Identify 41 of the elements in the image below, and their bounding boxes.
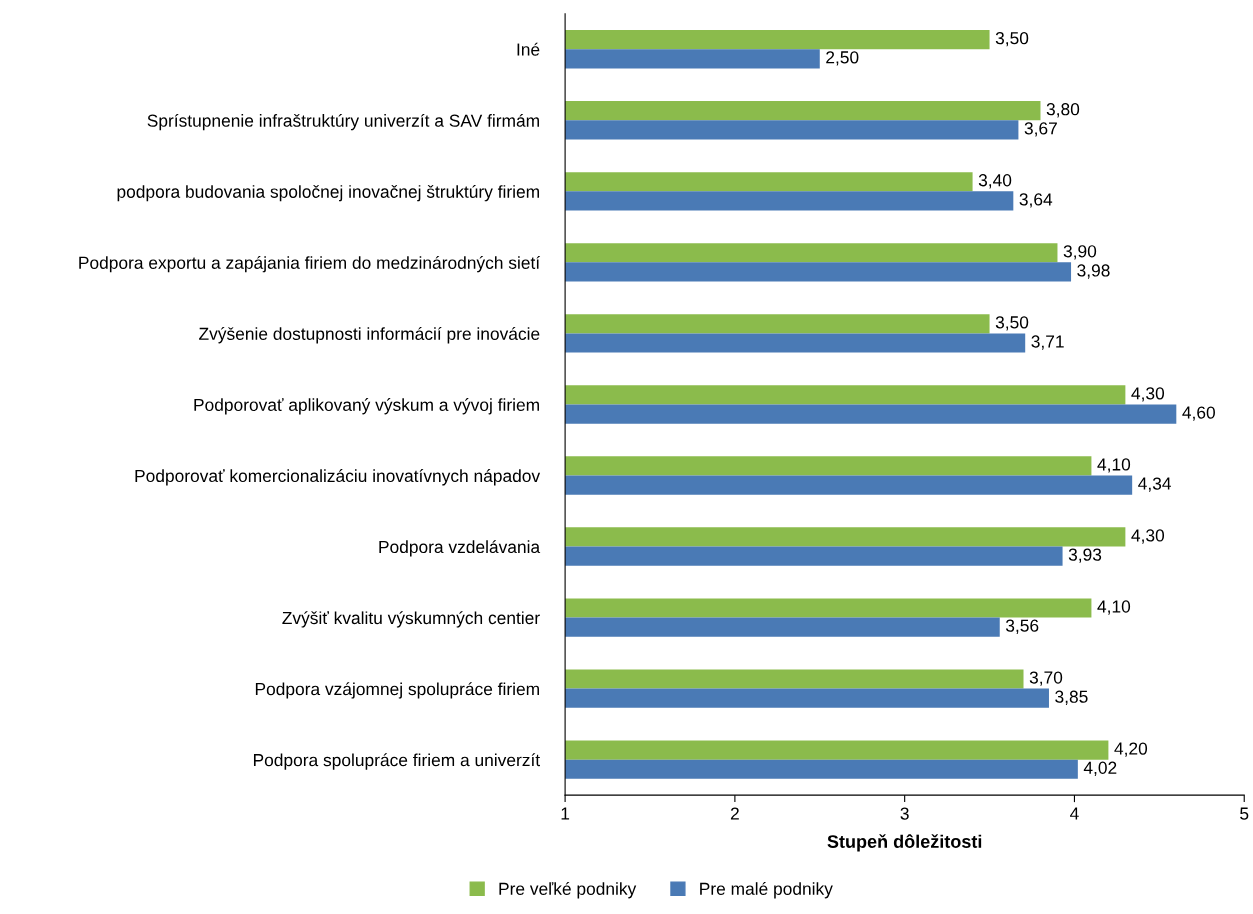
data-label: 3,93	[1068, 548, 1102, 563]
data-label: 4,20	[1114, 742, 1148, 757]
data-label: 4,02	[1083, 761, 1117, 776]
x-tick-label: 2	[730, 807, 739, 820]
y-tick-label: Iné	[517, 42, 540, 56]
data-label: 3,64	[1019, 193, 1053, 208]
y-tick-label: Podpora spolupráce firiem a univerzít	[253, 753, 540, 770]
x-tick-label: 5	[1240, 807, 1249, 820]
legend-label: Pre veľké podniky	[499, 881, 637, 899]
data-label: 3,50	[995, 32, 1029, 47]
y-tick-label: Podporovať komercionalizáciu inovatívnych nápadov	[135, 469, 541, 486]
x-tick-label: 4	[1070, 807, 1079, 820]
y-tick-label: Podporovať aplikovaný výskum a vývoj firiem	[194, 398, 539, 415]
data-label: 4,30	[1131, 529, 1165, 544]
data-label: 4,60	[1182, 406, 1215, 421]
data-label: 3,85	[1055, 690, 1088, 705]
x-tick-label: 1	[561, 807, 570, 820]
data-label: 3,80	[1046, 103, 1080, 118]
y-tick-label: Sprístupnenie infraštruktúry univerzít a SAV firmám	[147, 113, 539, 131]
data-label: 3,50	[995, 316, 1029, 331]
data-label: 3,71	[1031, 335, 1064, 350]
legend-label: Pre malé podniky	[700, 881, 833, 899]
y-tick-label: Zvýšenie dostupnosti informácií pre inovácie	[199, 327, 540, 344]
data-label: 4,10	[1097, 458, 1131, 473]
data-label: 4,10	[1097, 600, 1131, 615]
y-tick-label: Podpora vzájomnej spolupráce firiem	[255, 682, 539, 699]
y-tick-label: Podpora exportu a zapájania firiem do medzinárodných sietí	[79, 255, 541, 273]
y-tick-label: podpora budovania spoločnej inovačnej štruktúry firiem	[117, 184, 539, 202]
y-tick-label: Podpora vzdelávania	[379, 540, 541, 557]
data-label: 3,56	[1005, 619, 1039, 634]
data-label: 3,70	[1029, 671, 1063, 686]
data-label: 4,34	[1138, 477, 1172, 492]
x-axis-title: Stupeň dôležitosti	[827, 834, 982, 852]
data-label: 4,30	[1131, 387, 1165, 402]
data-label: 3,90	[1063, 245, 1097, 260]
y-tick-label: Zvýšiť kvalitu výskumných centier	[282, 611, 540, 628]
data-label: 3,40	[978, 174, 1012, 189]
data-label: 3,98	[1077, 264, 1110, 279]
x-tick-label: 3	[900, 807, 909, 820]
data-label: 2,50	[826, 51, 859, 66]
data-label: 3,67	[1024, 122, 1057, 137]
